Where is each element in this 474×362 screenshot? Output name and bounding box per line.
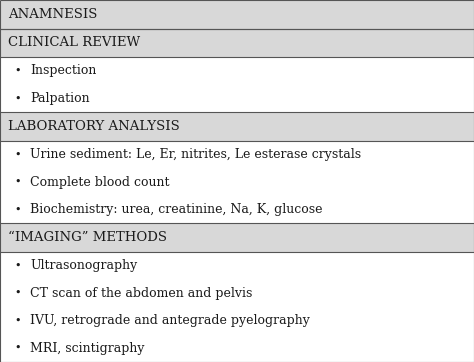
Text: •: • <box>15 177 21 187</box>
Text: •: • <box>15 343 21 353</box>
Text: ANAMNESIS: ANAMNESIS <box>8 8 97 21</box>
Text: •: • <box>15 66 21 76</box>
Bar <box>0 223 474 252</box>
Text: LABORATORY ANALYSIS: LABORATORY ANALYSIS <box>8 120 180 133</box>
Bar <box>0 141 474 168</box>
Bar <box>0 29 474 57</box>
Bar <box>0 112 474 141</box>
Text: Ultrasonography: Ultrasonography <box>30 259 137 272</box>
Bar <box>0 334 474 362</box>
Text: CLINICAL REVIEW: CLINICAL REVIEW <box>8 36 140 49</box>
Bar <box>0 168 474 196</box>
Text: Palpation: Palpation <box>30 92 90 105</box>
Text: CT scan of the abdomen and pelvis: CT scan of the abdomen and pelvis <box>30 287 252 300</box>
Text: IVU, retrograde and antegrade pyelography: IVU, retrograde and antegrade pyelograph… <box>30 314 310 327</box>
Text: •: • <box>15 205 21 215</box>
Text: •: • <box>15 93 21 104</box>
Text: Biochemistry: urea, creatinine, Na, K, glucose: Biochemistry: urea, creatinine, Na, K, g… <box>30 203 322 216</box>
Text: •: • <box>15 261 21 271</box>
Text: Complete blood count: Complete blood count <box>30 176 170 189</box>
Text: MRI, scintigraphy: MRI, scintigraphy <box>30 342 145 355</box>
Text: “IMAGING” METHODS: “IMAGING” METHODS <box>8 231 167 244</box>
Bar <box>0 196 474 223</box>
Bar <box>0 85 474 112</box>
Text: Inspection: Inspection <box>30 64 96 77</box>
Bar <box>0 279 474 307</box>
Bar <box>0 0 474 29</box>
Text: •: • <box>15 288 21 298</box>
Text: •: • <box>15 316 21 326</box>
Bar <box>0 57 474 85</box>
Text: Urine sediment: Le, Er, nitrites, Le esterase crystals: Urine sediment: Le, Er, nitrites, Le est… <box>30 148 361 161</box>
Bar <box>0 252 474 279</box>
Text: •: • <box>15 150 21 160</box>
Bar <box>0 307 474 334</box>
